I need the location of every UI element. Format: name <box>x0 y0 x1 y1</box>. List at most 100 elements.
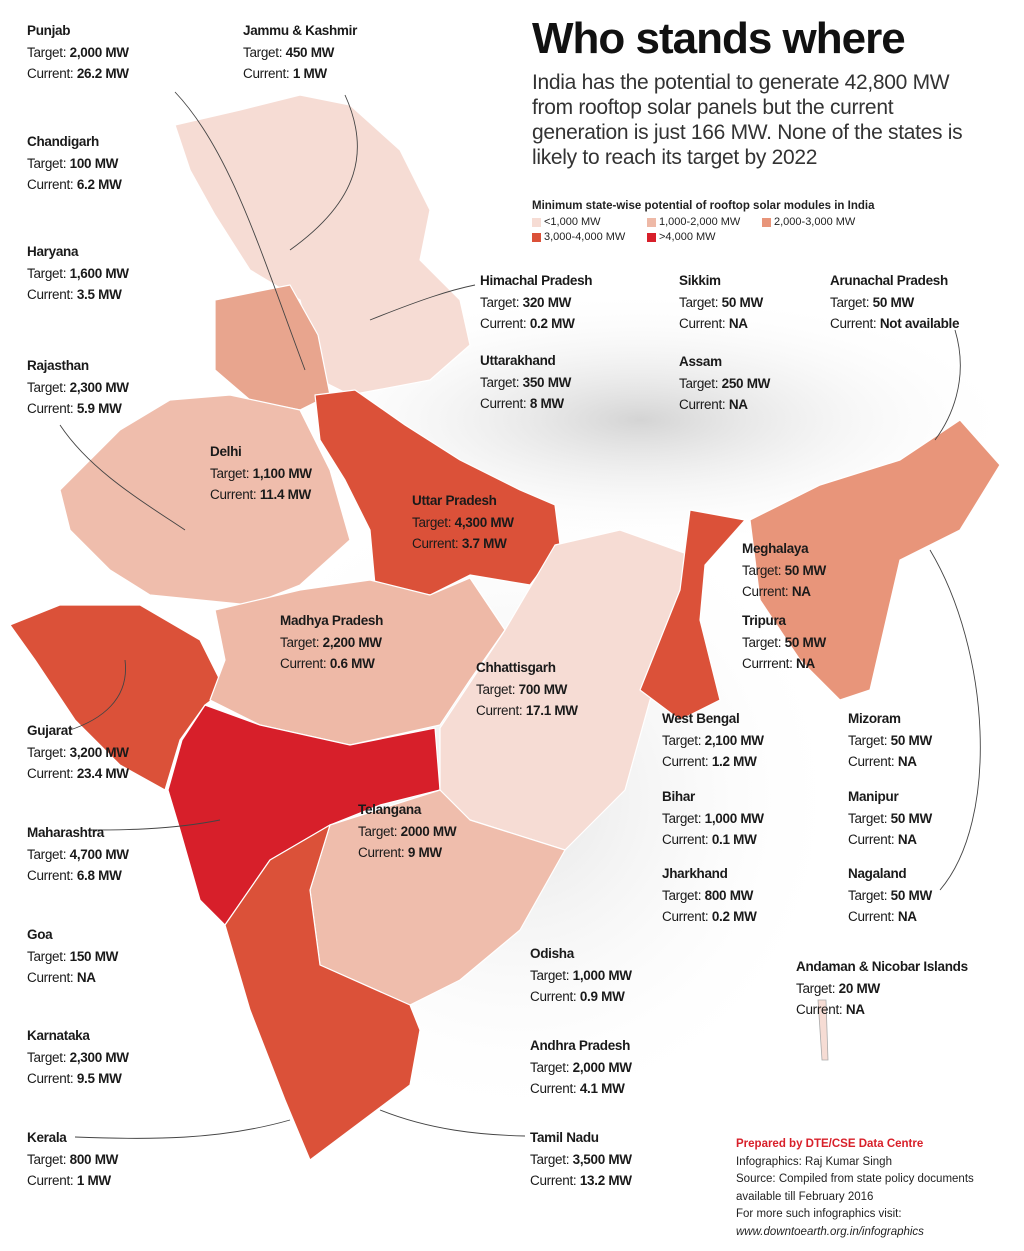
state-label-rajasthan: Rajasthan Target: 2,300 MW Current: 5.9 MW <box>27 355 129 420</box>
current-row: Current: 0.2 MW <box>480 313 592 335</box>
target-value: 50 MW <box>872 294 915 310</box>
current-value: 13.2 MW <box>579 1173 632 1188</box>
target-value: 20 MW <box>838 980 881 996</box>
target-label: Target: <box>358 823 398 839</box>
target-row: Target: 50 MW <box>848 808 932 830</box>
current-value: NA <box>796 656 815 671</box>
current-value: 0.2 MW <box>529 316 575 331</box>
current-value: 3.7 MW <box>461 536 507 551</box>
current-label: Current: <box>243 66 290 81</box>
pointer-line <box>369 284 476 321</box>
state-label-chandigarh: Chandigarh Target: 100 MW Current: 6.2 MW <box>27 131 122 196</box>
target-value: 450 MW <box>285 44 335 60</box>
target-row: Target: 150 MW <box>27 946 118 968</box>
current-label: Current: <box>27 401 74 416</box>
state-label-punjab: Punjab Target: 2,000 MW Current: 26.2 MW <box>27 20 129 85</box>
target-label: Target: <box>27 744 67 760</box>
target-row: Target: 350 MW <box>480 372 571 394</box>
current-value: NA <box>897 832 917 847</box>
target-row: Target: 450 MW <box>243 42 357 64</box>
state-name: Uttarakhand <box>480 353 556 368</box>
state-label-tamil-nadu: Tamil Nadu Target: 3,500 MW Current: 13.2 … <box>530 1127 632 1192</box>
state-name: Andaman & Nicobar Islands <box>796 959 968 974</box>
current-value: 0.9 MW <box>579 989 625 1004</box>
target-row: Target: 800 MW <box>27 1149 118 1171</box>
current-label: Current: <box>830 316 877 331</box>
state-label-maharashtra: Maharashtra Target: 4,700 MW Current: 6.8 … <box>27 822 129 887</box>
state-name: Haryana <box>27 244 79 259</box>
current-row: Currrent: NA <box>742 653 826 675</box>
state-label-delhi: Delhi Target: 1,100 MW Current: 11.4 MW <box>210 441 312 506</box>
current-row: Current: 23.4 MW <box>27 763 129 785</box>
state-label-meghalaya: Meghalaya Target: 50 MW Current: NA <box>742 538 826 603</box>
current-label: Current: <box>27 1173 74 1188</box>
state-label-nagaland: Nagaland Target: 50 MW Current: NA <box>848 863 932 928</box>
target-row: Target: 1,600 MW <box>27 263 129 285</box>
target-row: Target: 100 MW <box>27 153 122 175</box>
current-label: Current: <box>358 845 405 860</box>
legend-item: 3,000-4,000 MW <box>532 231 647 243</box>
state-name: Gujarat <box>27 723 73 738</box>
legend-item: <1,000 MW <box>532 216 647 228</box>
target-label: Target: <box>848 810 888 826</box>
current-label: Current: <box>848 909 895 924</box>
website-link[interactable]: www.downtoearth.org.in/infographics <box>736 1225 924 1238</box>
current-row: Current: NA <box>848 906 932 928</box>
current-row: Current: 26.2 MW <box>27 63 129 85</box>
current-label: Current: <box>280 656 327 671</box>
state-name: Jammu & Kashmir <box>243 23 358 38</box>
legend-item: 2,000-3,000 MW <box>762 216 882 228</box>
target-row: Target: 4,300 MW <box>412 512 514 534</box>
state-name: Punjab <box>27 23 71 38</box>
state-name: West Bengal <box>662 711 740 726</box>
current-label: Current: <box>742 584 789 599</box>
current-label: Current: <box>662 754 709 769</box>
target-value: 50 MW <box>890 810 933 826</box>
target-value: 350 MW <box>522 374 572 390</box>
legend-label: 3,000-4,000 MW <box>544 231 626 243</box>
current-row: Current: NA <box>848 829 932 851</box>
state-name: Madhya Pradesh <box>280 613 384 628</box>
current-value: NA <box>76 970 96 985</box>
target-value: 50 MW <box>721 294 764 310</box>
current-label: Current: <box>27 766 74 781</box>
state-name: Rajasthan <box>27 358 89 373</box>
target-value: 50 MW <box>784 562 827 578</box>
target-label: Target: <box>662 810 702 826</box>
current-row: Current: 1.2 MW <box>662 751 764 773</box>
pointer-line <box>74 1119 291 1139</box>
more-info: For more such infographics visit: <box>736 1208 902 1220</box>
target-label: Target: <box>27 379 67 395</box>
state-name: Chandigarh <box>27 134 100 149</box>
state-label-haryana: Haryana Target: 1,600 MW Current: 3.5 MW <box>27 241 129 306</box>
state-name: Tamil Nadu <box>530 1130 599 1145</box>
region-south <box>224 824 421 1161</box>
target-value: 2,000 MW <box>69 44 129 60</box>
legend-swatch <box>647 217 656 227</box>
state-name: Jharkhand <box>662 866 728 881</box>
current-row: Current: 9.5 MW <box>27 1068 129 1090</box>
target-value: 50 MW <box>890 887 933 903</box>
pointer-line <box>89 819 221 831</box>
target-label: Target: <box>830 294 870 310</box>
state-name: Maharashtra <box>27 825 104 840</box>
target-row: Target: 700 MW <box>476 679 578 701</box>
state-label-andhra-pradesh: Andhra Pradesh Target: 2,000 MW Current: 4… <box>530 1035 632 1100</box>
target-label: Target: <box>480 294 520 310</box>
state-name: Odisha <box>530 946 574 961</box>
current-row: Current: NA <box>27 967 118 989</box>
state-label-madhya-pradesh: Madhya Pradesh Target: 2,200 MW Current: 0… <box>280 610 383 675</box>
andaman-islands <box>817 999 829 1061</box>
pointer-line <box>379 1109 526 1137</box>
state-label-assam: Assam Target: 250 MW Current: NA <box>679 351 770 416</box>
target-row: Target: 50 MW <box>848 885 932 907</box>
state-name: Sikkim <box>679 273 721 288</box>
current-label: Current: <box>210 487 257 502</box>
target-label: Target: <box>742 562 782 578</box>
legend-swatch <box>532 232 541 242</box>
current-row: Current: 3.7 MW <box>412 533 514 555</box>
target-label: Target: <box>27 265 67 281</box>
current-value: 6.2 MW <box>76 177 122 192</box>
state-name: Assam <box>679 354 722 369</box>
state-label-karnataka: Karnataka Target: 2,300 MW Current: 9.5 MW <box>27 1025 129 1090</box>
